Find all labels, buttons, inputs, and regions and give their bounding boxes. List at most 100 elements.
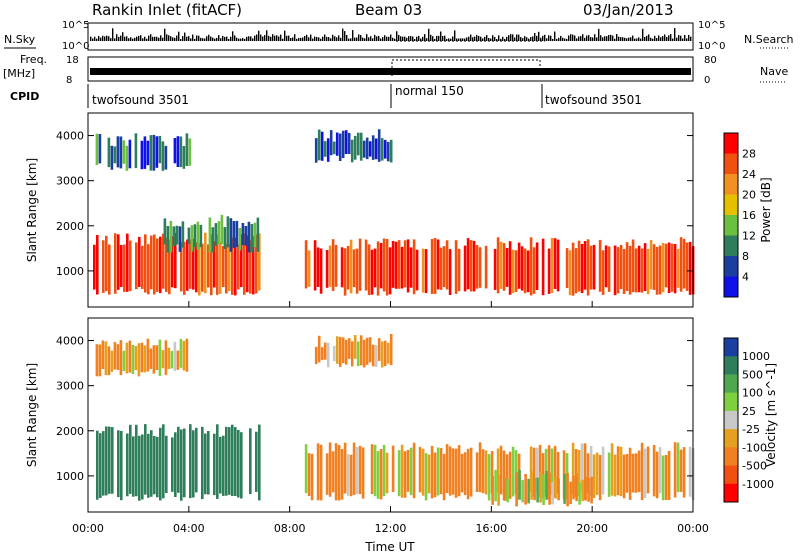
nsky-spike xyxy=(370,36,372,41)
power-data xyxy=(93,129,695,296)
power-cell xyxy=(134,133,138,169)
velocity-cell xyxy=(341,337,345,364)
velocity-cell xyxy=(505,454,509,500)
nsky-spike xyxy=(328,37,330,41)
nsky-spike xyxy=(198,35,200,41)
nsky-spike xyxy=(248,36,250,41)
nsky-spike xyxy=(110,38,112,41)
power-cell xyxy=(478,247,482,288)
velocity-cell xyxy=(554,476,557,499)
time-tick-label: 12:00 xyxy=(375,522,407,535)
nsky-spike xyxy=(576,38,578,41)
freq-tick-high: 18 xyxy=(66,55,79,66)
velocity-cell xyxy=(442,453,446,501)
power-cell xyxy=(146,140,150,166)
nsky-spike xyxy=(378,35,380,41)
velocity-cell xyxy=(598,455,602,501)
power-cell xyxy=(379,243,383,289)
nsky-spike xyxy=(690,36,692,41)
power-cell xyxy=(448,249,452,295)
nsky-spike xyxy=(520,37,522,41)
velocity-cell xyxy=(99,433,102,498)
nsky-spike xyxy=(150,34,152,41)
velocity-cell xyxy=(143,345,147,373)
power-colorbar-label: Power [dB] xyxy=(759,177,773,242)
velocity-cell xyxy=(201,426,204,500)
power-cell xyxy=(155,136,159,168)
nsky-spike xyxy=(244,38,246,41)
velocity-cell xyxy=(161,350,165,369)
nsky-spike xyxy=(480,36,482,41)
velocity-cell xyxy=(584,476,587,501)
nsky-spike xyxy=(392,37,394,41)
nsky-spike xyxy=(342,28,344,41)
nsky-spike xyxy=(92,38,94,41)
power-cell xyxy=(523,248,527,294)
velocity-cell xyxy=(430,445,434,499)
velocity-cell xyxy=(580,443,584,493)
power-cell xyxy=(229,218,233,252)
power-cell xyxy=(150,235,153,290)
velocity-cell xyxy=(255,431,258,492)
power-cell xyxy=(183,241,186,295)
nsky-spike xyxy=(156,36,158,41)
nsky-spike xyxy=(350,38,352,41)
velocity-cell xyxy=(323,342,327,360)
nsky-spike xyxy=(484,36,486,41)
nsky-spike xyxy=(320,38,322,41)
velocity-cell xyxy=(529,446,533,492)
time-axis: 00:00 04:00 08:00 12:00 16:00 20:00 00:00 xyxy=(72,301,709,535)
power-cell xyxy=(171,236,174,288)
velocity-cell xyxy=(640,442,644,501)
power-cell xyxy=(147,244,150,295)
power-cell xyxy=(598,239,602,292)
power-cell xyxy=(214,223,218,246)
nsky-spike xyxy=(384,35,386,41)
velocity-cell xyxy=(353,335,357,359)
nsky-spike xyxy=(532,36,534,41)
velocity-cell xyxy=(448,446,452,496)
power-cell xyxy=(207,244,210,288)
nsky-spike xyxy=(202,38,204,41)
velocity-cell xyxy=(105,426,108,496)
power-cell xyxy=(247,221,251,253)
velocity-cell xyxy=(331,451,335,493)
velocity-cell xyxy=(174,432,177,497)
power-cell xyxy=(122,140,126,164)
nsky-spike xyxy=(456,38,458,41)
nsky-spike xyxy=(170,36,172,41)
velocity-cell xyxy=(159,427,162,501)
power-cell xyxy=(568,250,572,296)
velocity-cell xyxy=(237,429,240,498)
nsky-spike xyxy=(284,30,286,41)
nsky-spike xyxy=(612,35,614,41)
power-cell xyxy=(445,240,449,290)
velocity-cell xyxy=(132,436,135,497)
velocity-cell xyxy=(481,449,485,494)
power-cell xyxy=(520,246,524,291)
nsky-spike xyxy=(524,36,526,41)
power-colorbar-swatch xyxy=(724,256,738,277)
nsky-spike xyxy=(128,38,130,41)
power-cell xyxy=(607,246,611,292)
nsky-spike xyxy=(686,38,688,41)
velocity-ytick-label: 2000 xyxy=(56,425,84,438)
power-cell xyxy=(228,243,231,292)
velocity-cell xyxy=(343,442,347,494)
power-cell xyxy=(199,224,203,248)
power-cell xyxy=(93,244,96,290)
nsky-spike xyxy=(184,32,186,41)
nsky-spike xyxy=(644,36,646,41)
velocity-cell xyxy=(182,340,186,371)
velocity-cell xyxy=(228,427,231,495)
nsky-trace xyxy=(90,28,692,41)
velocity-cell xyxy=(371,344,375,367)
power-cell xyxy=(196,221,200,251)
velocity-cell xyxy=(117,430,120,498)
power-cell xyxy=(640,248,644,293)
power-cell xyxy=(210,234,213,296)
velocity-cell xyxy=(373,444,377,497)
time-tick-label: 00:00 xyxy=(72,522,104,535)
velocity-cell xyxy=(553,445,557,498)
power-cell xyxy=(592,244,596,290)
